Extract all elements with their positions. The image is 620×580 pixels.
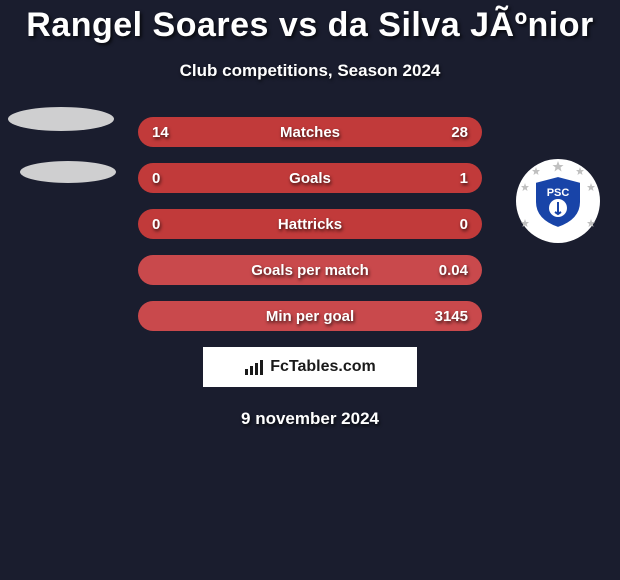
subtitle: Club competitions, Season 2024: [0, 61, 620, 81]
stat-bar: 0 Goals 1: [138, 163, 482, 193]
stat-left-value: 14: [152, 124, 169, 141]
watermark-text: FcTables.com: [270, 358, 376, 376]
stat-label: Goals: [289, 170, 331, 187]
watermark: FcTables.com: [203, 347, 417, 387]
stat-right-value: 0.04: [439, 262, 468, 279]
stat-right-value: 28: [451, 124, 468, 141]
stat-row: 14 Matches 28: [0, 117, 620, 147]
stat-row: Min per goal 3145: [0, 301, 620, 331]
stat-row: 0 Goals 1: [0, 163, 620, 193]
stat-row: Goals per match 0.04: [0, 255, 620, 285]
stat-right-value: 1: [460, 170, 468, 187]
stat-label: Min per goal: [266, 308, 354, 325]
chart-icon: [244, 359, 266, 375]
stat-left-value: 0: [152, 216, 160, 233]
stat-right-value: 0: [460, 216, 468, 233]
stat-label: Matches: [280, 124, 340, 141]
stat-bar: Min per goal 3145: [138, 301, 482, 331]
stat-label: Goals per match: [251, 262, 369, 279]
stat-left-value: 0: [152, 170, 160, 187]
stat-bar: 0 Hattricks 0: [138, 209, 482, 239]
stat-row: 0 Hattricks 0: [0, 209, 620, 239]
stat-bar: Goals per match 0.04: [138, 255, 482, 285]
date-label: 9 november 2024: [0, 409, 620, 429]
stats-block: PSC 14Matches280Goals: [0, 117, 620, 331]
stat-bar: 14 Matches 28: [138, 117, 482, 147]
stat-right-value: 3145: [435, 308, 468, 325]
comparison-card: Rangel Soares vs da Silva JÃºnior Club c…: [0, 0, 620, 429]
page-title: Rangel Soares vs da Silva JÃºnior: [0, 6, 620, 45]
stat-label: Hattricks: [278, 216, 342, 233]
